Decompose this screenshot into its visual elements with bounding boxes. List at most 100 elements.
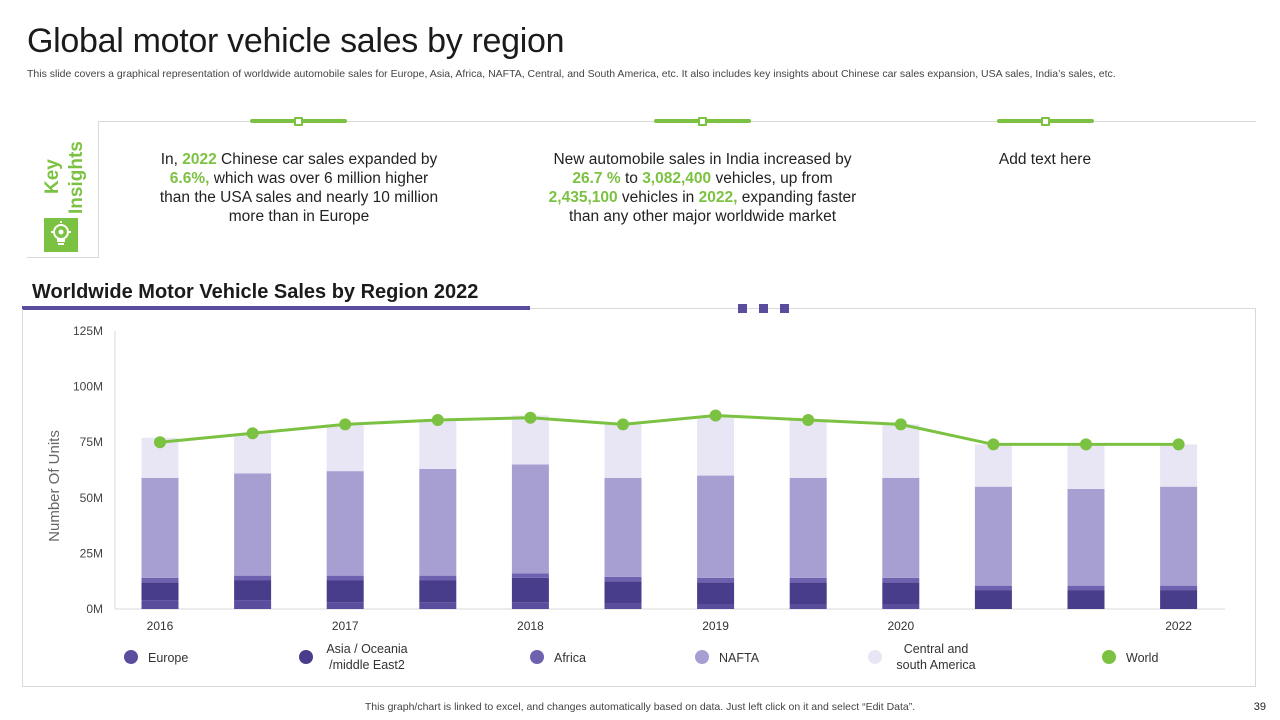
insight-text-part: Add text here <box>998 151 1092 168</box>
insight-text-part: Chinese car sales expanded by <box>216 151 438 168</box>
bar-segment-asia-oceania-middle-east- <box>697 582 735 605</box>
insight-highlight: 2022, <box>698 189 738 206</box>
bar-segment-nafta <box>974 486 1012 586</box>
bar-segment-asia-oceania-middle-east- <box>1067 590 1105 609</box>
bar-segment-europe <box>511 602 549 609</box>
legend-label: Central and <box>904 642 969 656</box>
insight-1-marker <box>294 117 303 126</box>
bar-segment-africa <box>1160 585 1198 591</box>
bar-segment-europe <box>604 603 642 609</box>
insight-text-india: New automobile sales in India increased … <box>540 150 865 226</box>
bar-segment-africa <box>604 576 642 582</box>
page-number: 39 <box>1253 701 1266 713</box>
footnote: This graph/chart is linked to excel, and… <box>364 701 916 713</box>
bar-segment-central-and-south-america <box>697 415 735 476</box>
x-tick-label: 2022 <box>1165 619 1192 633</box>
bar-segment-central-and-south-america <box>882 424 920 478</box>
world-point <box>894 418 907 431</box>
bar-segment-nafta <box>234 473 272 576</box>
bar-segment-europe <box>234 600 272 609</box>
insight-3-marker <box>1041 117 1050 126</box>
insight-highlight: 3,082,400 <box>642 170 712 187</box>
bar-segment-nafta <box>882 477 920 578</box>
bar-segment-europe <box>326 602 364 609</box>
legend-label: Africa <box>554 651 586 665</box>
legend-marker <box>124 650 138 664</box>
insight-highlight: 2022 <box>182 151 217 168</box>
bar-segment-europe <box>419 602 457 609</box>
bar-segment-europe <box>141 600 179 609</box>
bar-segment-africa <box>789 577 827 583</box>
y-tick-label: 125M <box>73 324 103 338</box>
bar-segment-europe <box>882 604 920 609</box>
insight-text-placeholder: Add text here <box>945 150 1145 169</box>
y-tick-label: 100M <box>73 380 103 394</box>
insight-highlight: 6.6%, <box>169 170 210 187</box>
decor-dot <box>738 304 747 313</box>
bar-segment-central-and-south-america <box>234 433 272 474</box>
bar-segment-nafta <box>326 471 364 576</box>
bar-segment-africa <box>882 577 920 583</box>
legend-marker <box>530 650 544 664</box>
world-point <box>339 418 352 431</box>
legend-marker <box>868 650 882 664</box>
bar-segment-central-and-south-america <box>974 444 1012 487</box>
bar-segment-nafta <box>419 468 457 576</box>
insights-frame <box>27 121 99 258</box>
bar-segment-africa <box>141 577 179 583</box>
world-point <box>617 418 629 431</box>
insight-text-part: In, <box>160 151 183 168</box>
world-point <box>802 413 815 426</box>
world-point <box>154 436 166 449</box>
bar-segment-europe <box>697 604 735 609</box>
insight-text-part: to <box>620 170 643 187</box>
bar-segment-asia-oceania-middle-east- <box>234 580 272 601</box>
chart-frame <box>22 309 1256 687</box>
bar-segment-africa <box>974 585 1012 591</box>
bar-segment-africa <box>419 575 457 581</box>
world-point <box>1172 438 1185 451</box>
x-tick-label: 2020 <box>887 619 914 633</box>
bar-segment-central-and-south-america <box>419 419 457 469</box>
x-tick-label: 2019 <box>702 619 729 633</box>
bar-segment-central-and-south-america <box>789 419 827 478</box>
x-tick-label: 2018 <box>517 619 544 633</box>
slide-title: Global motor vehicle sales by region <box>27 22 565 60</box>
bar-segment-nafta <box>1067 488 1105 586</box>
world-point <box>246 427 259 440</box>
insight-text-part: which was over 6 million higher than the… <box>159 170 439 225</box>
bar-segment-asia-oceania-middle-east- <box>326 580 364 603</box>
bar-segment-nafta <box>141 477 179 578</box>
legend-label: south America <box>896 658 975 672</box>
bar-segment-africa <box>697 577 735 583</box>
insight-text-part: vehicles in <box>617 189 699 206</box>
bar-segment-central-and-south-america <box>1160 444 1198 487</box>
bar-segment-asia-oceania-middle-east- <box>1160 590 1198 609</box>
insight-text-part: expanding faster than any other major wo… <box>568 189 857 225</box>
y-tick-label: 75M <box>80 435 103 449</box>
bar-segment-nafta <box>1160 486 1198 586</box>
bar-segment-africa <box>326 575 364 581</box>
insight-2-marker <box>698 117 707 126</box>
world-point <box>524 411 537 424</box>
x-tick-label: 2017 <box>332 619 359 633</box>
bar-segment-europe <box>789 604 827 609</box>
insight-highlight: 26.7 % <box>572 170 621 187</box>
bar-segment-asia-oceania-middle-east- <box>141 582 179 601</box>
bar-segment-africa <box>511 573 549 578</box>
legend-label: NAFTA <box>719 651 760 665</box>
bar-segment-central-and-south-america <box>326 424 364 472</box>
bar-segment-africa <box>234 575 272 581</box>
bar-segment-asia-oceania-middle-east- <box>974 590 1012 609</box>
stacked-bar-line-chart: 0M 25M 50M 75M 100M 125M Number Of Units 2016 20… <box>46 324 1225 672</box>
chart-title: Worldwide Motor Vehicle Sales by Region … <box>32 281 479 303</box>
legend-marker <box>695 650 709 664</box>
y-tick-label: 25M <box>80 546 103 560</box>
bar-segment-central-and-south-america <box>604 424 642 478</box>
x-tick-label: 2016 <box>147 619 174 633</box>
legend-label: Asia / Oceania <box>326 642 407 656</box>
bar-segment-nafta <box>697 475 735 578</box>
bar-segment-nafta <box>789 477 827 578</box>
bar-segment-nafta <box>511 464 549 574</box>
bar-segment-asia-oceania-middle-east- <box>419 580 457 603</box>
